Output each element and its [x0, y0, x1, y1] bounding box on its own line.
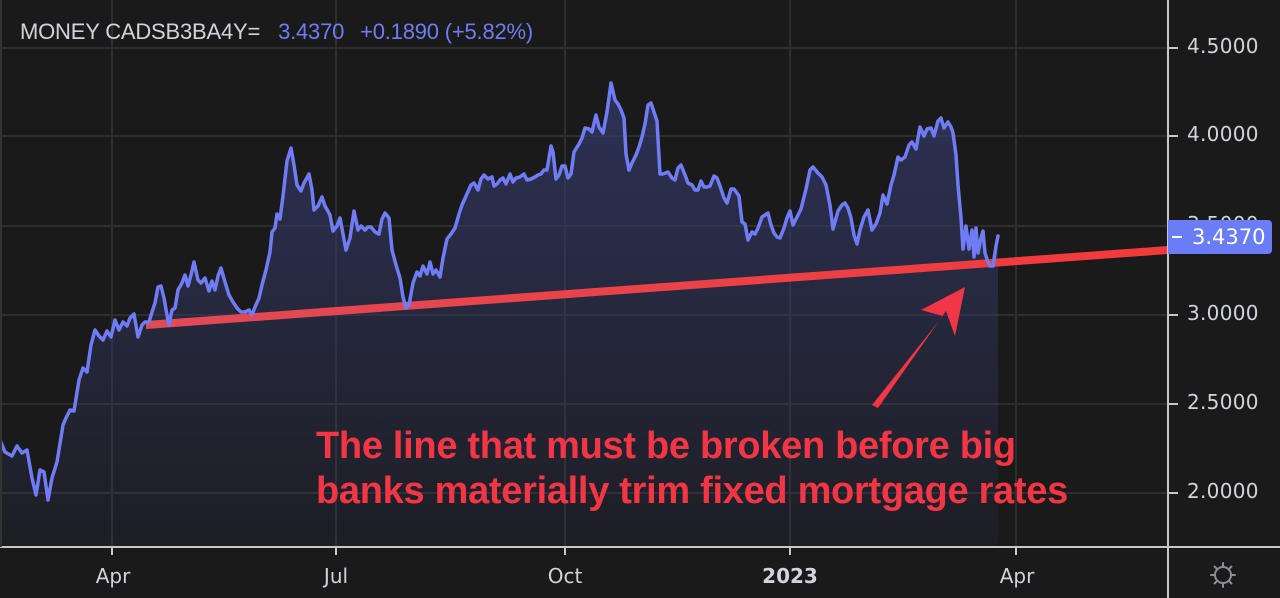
y-tick-label: 3.0000 — [1187, 301, 1259, 325]
symbol-name: MONEY CADSB3BA4Y= — [20, 19, 261, 44]
annotation-line-1: The line that must be broken before big — [316, 425, 1016, 467]
x-tick-label-year: 2023 — [762, 564, 818, 588]
y-tick-label: 4.5000 — [1187, 34, 1259, 58]
y-tick-label: 2.0000 — [1187, 479, 1259, 503]
series-area-fill — [0, 83, 998, 547]
price-tag-tick — [1172, 236, 1182, 238]
gear-icon — [1210, 562, 1236, 588]
change-value: +0.1890 (+5.82%) — [360, 19, 534, 44]
x-tick-label: Jul — [323, 564, 349, 588]
last-price-tag: 3.4370 — [1168, 220, 1272, 254]
annotation-line-2: banks materially trim fixed mortgage rat… — [316, 470, 1068, 512]
y-tick-label: 4.0000 — [1187, 122, 1259, 146]
y-tick-label: 2.5000 — [1187, 390, 1259, 414]
x-tick-label: Apr — [999, 564, 1035, 588]
last-price-value: 3.4370 — [1192, 225, 1266, 249]
last-value: 3.4370 — [278, 19, 345, 44]
support-trendline[interactable] — [145, 246, 1169, 329]
x-tick-label: Apr — [95, 564, 131, 588]
annotation-arrow[interactable] — [872, 287, 965, 408]
settings-gear-icon[interactable] — [1208, 560, 1238, 590]
symbol-legend[interactable]: MONEY CADSB3BA4Y= 3.4370 +0.1890 (+5.82%… — [20, 19, 533, 45]
series-line[interactable] — [0, 81, 1000, 502]
x-tick-label: Oct — [547, 564, 583, 588]
annotation-text[interactable]: The line that must be broken before big … — [316, 424, 1068, 514]
